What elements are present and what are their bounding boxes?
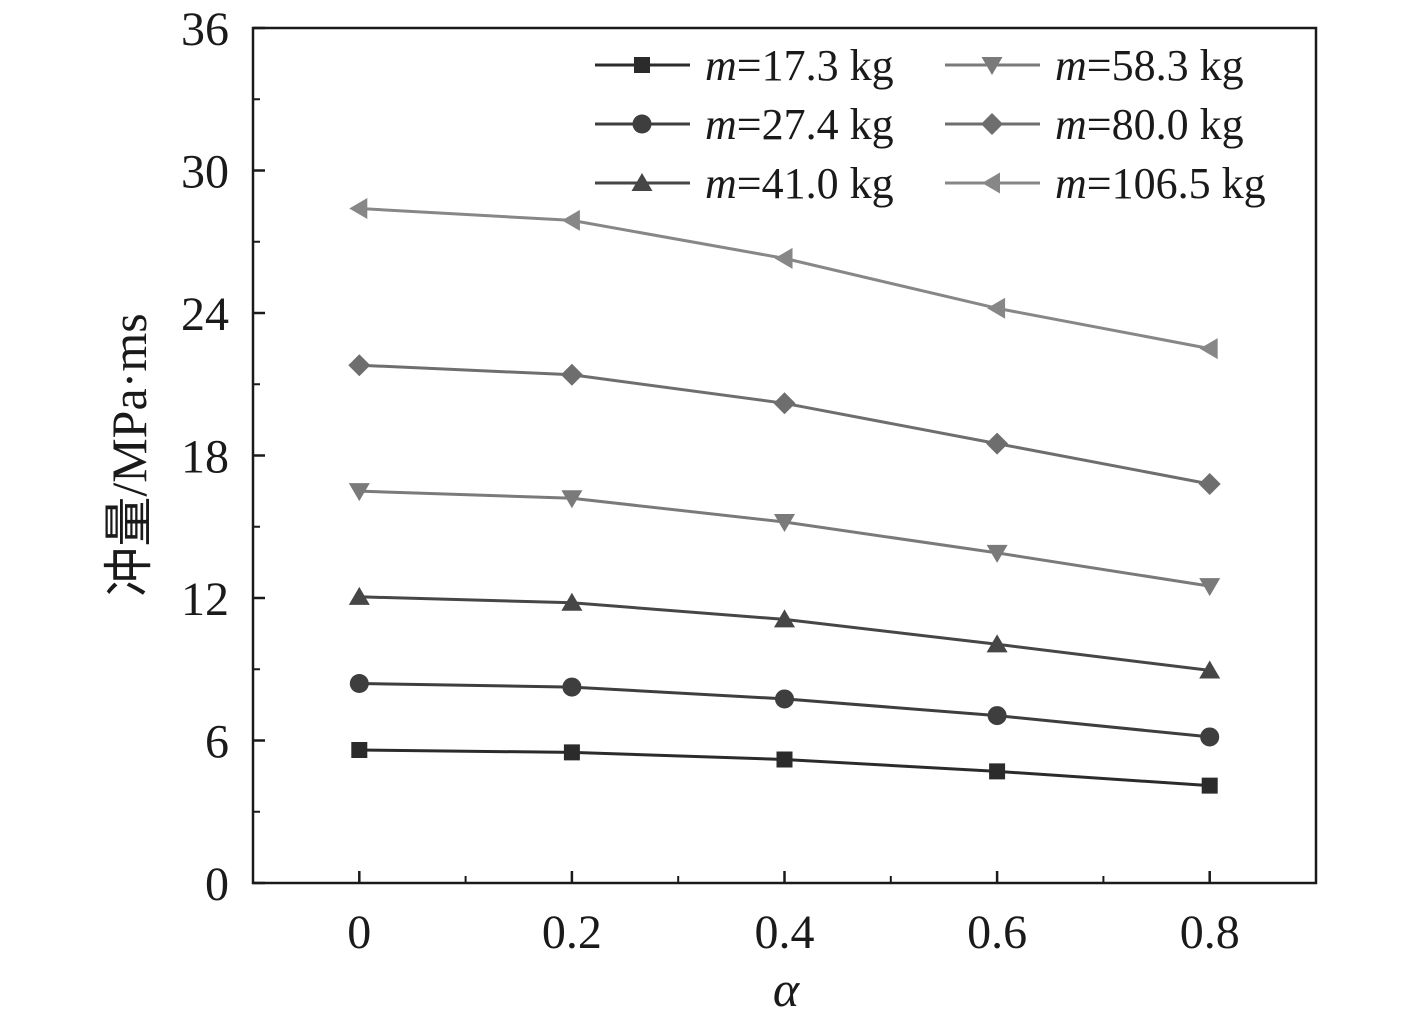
legend-item: m=106.5 kg [945,159,1266,208]
legend-item: m=41.0 kg [595,159,894,208]
x-tick-label: 0 [347,906,371,959]
data-point [1201,777,1218,794]
legend-marker [981,113,1003,135]
series-2 [349,674,1220,747]
legend-value: =17.3 kg [737,41,894,90]
series-5 [348,354,1221,495]
data-point [986,544,1008,563]
series-line [359,363,1210,486]
legend-label: m=80.0 kg [1055,100,1244,149]
data-point [776,751,793,768]
series-6 [349,198,1218,360]
data-point [1199,338,1218,360]
x-axis-title: α [773,961,801,1017]
legend-variable: m [1055,159,1087,208]
data-point [563,744,580,761]
x-axis: 0 0.2 0.4 0.6 0.8 [347,871,1240,959]
legend-value: =106.5 kg [1087,159,1266,208]
legend-marker [982,172,1000,194]
data-point [774,609,795,628]
legend-label: m=41.0 kg [705,159,894,208]
legend-item: m=27.4 kg [595,100,894,149]
data-point [1199,660,1221,679]
legend-label: m=106.5 kg [1055,159,1266,208]
legend-marker [981,57,1003,75]
data-point [348,586,370,605]
y-axis: 0 6 12 18 24 30 36 [181,3,265,911]
legend: m=17.3 kgm=27.4 kgm=41.0 kgm=58.3 kgm=80… [595,41,1266,208]
data-point [774,514,795,532]
y-tick-label: 0 [205,858,229,911]
data-point [351,742,368,758]
legend-label: m=17.3 kg [705,41,894,90]
x-tick-label: 0.8 [1180,906,1240,959]
data-point [349,198,368,219]
data-point [562,677,582,697]
legend-variable: m [705,41,737,90]
series-4 [348,483,1221,597]
legend-item: m=80.0 kg [945,100,1244,149]
data-point [986,634,1008,653]
legend-variable: m [705,159,737,208]
data-point [561,209,580,231]
data-point [1199,578,1221,597]
series-3 [348,586,1221,679]
legend-label: m=27.4 kg [705,100,894,149]
legend-label: m=58.3 kg [1055,41,1244,90]
series-line [359,489,1210,588]
y-tick-label: 36 [181,3,229,56]
legend-variable: m [1055,100,1087,149]
data-point [986,432,1009,455]
data-point [1200,727,1220,747]
y-axis-title: 冲量/MPa·ms [101,313,157,596]
series-layer [348,198,1221,794]
data-point [561,592,583,611]
data-point [773,392,796,415]
x-tick-label: 0.6 [967,906,1027,959]
data-point [775,689,794,709]
legend-value: =58.3 kg [1087,41,1244,90]
legend-value: =27.4 kg [737,100,894,149]
series-1 [351,742,1218,794]
legend-item: m=17.3 kg [595,41,894,90]
legend-marker [631,173,653,191]
data-point [560,363,583,386]
legend-marker [632,114,652,134]
data-point [1198,473,1221,495]
data-point [348,483,370,502]
legend-value: =80.0 kg [1087,100,1244,149]
x-tick-label: 0.4 [755,906,815,959]
data-point [349,674,369,693]
y-tick-label: 18 [181,431,229,484]
legend-value: =41.0 kg [737,159,894,208]
series-line [359,595,1210,672]
data-point [774,247,793,269]
legend-variable: m [705,100,737,149]
data-point [987,706,1007,726]
legend-marker [634,57,650,73]
legend-item: m=58.3 kg [945,41,1244,90]
data-point [989,763,1006,780]
y-tick-label: 12 [181,573,229,626]
series-line [359,207,1210,351]
data-point [561,490,583,509]
data-point [348,354,371,377]
y-tick-label: 6 [205,716,229,769]
x-tick-label: 0.2 [542,906,602,959]
y-tick-label: 30 [181,146,229,199]
data-point [987,297,1006,319]
y-tick-label: 24 [181,288,229,341]
legend-variable: m [1055,41,1087,90]
